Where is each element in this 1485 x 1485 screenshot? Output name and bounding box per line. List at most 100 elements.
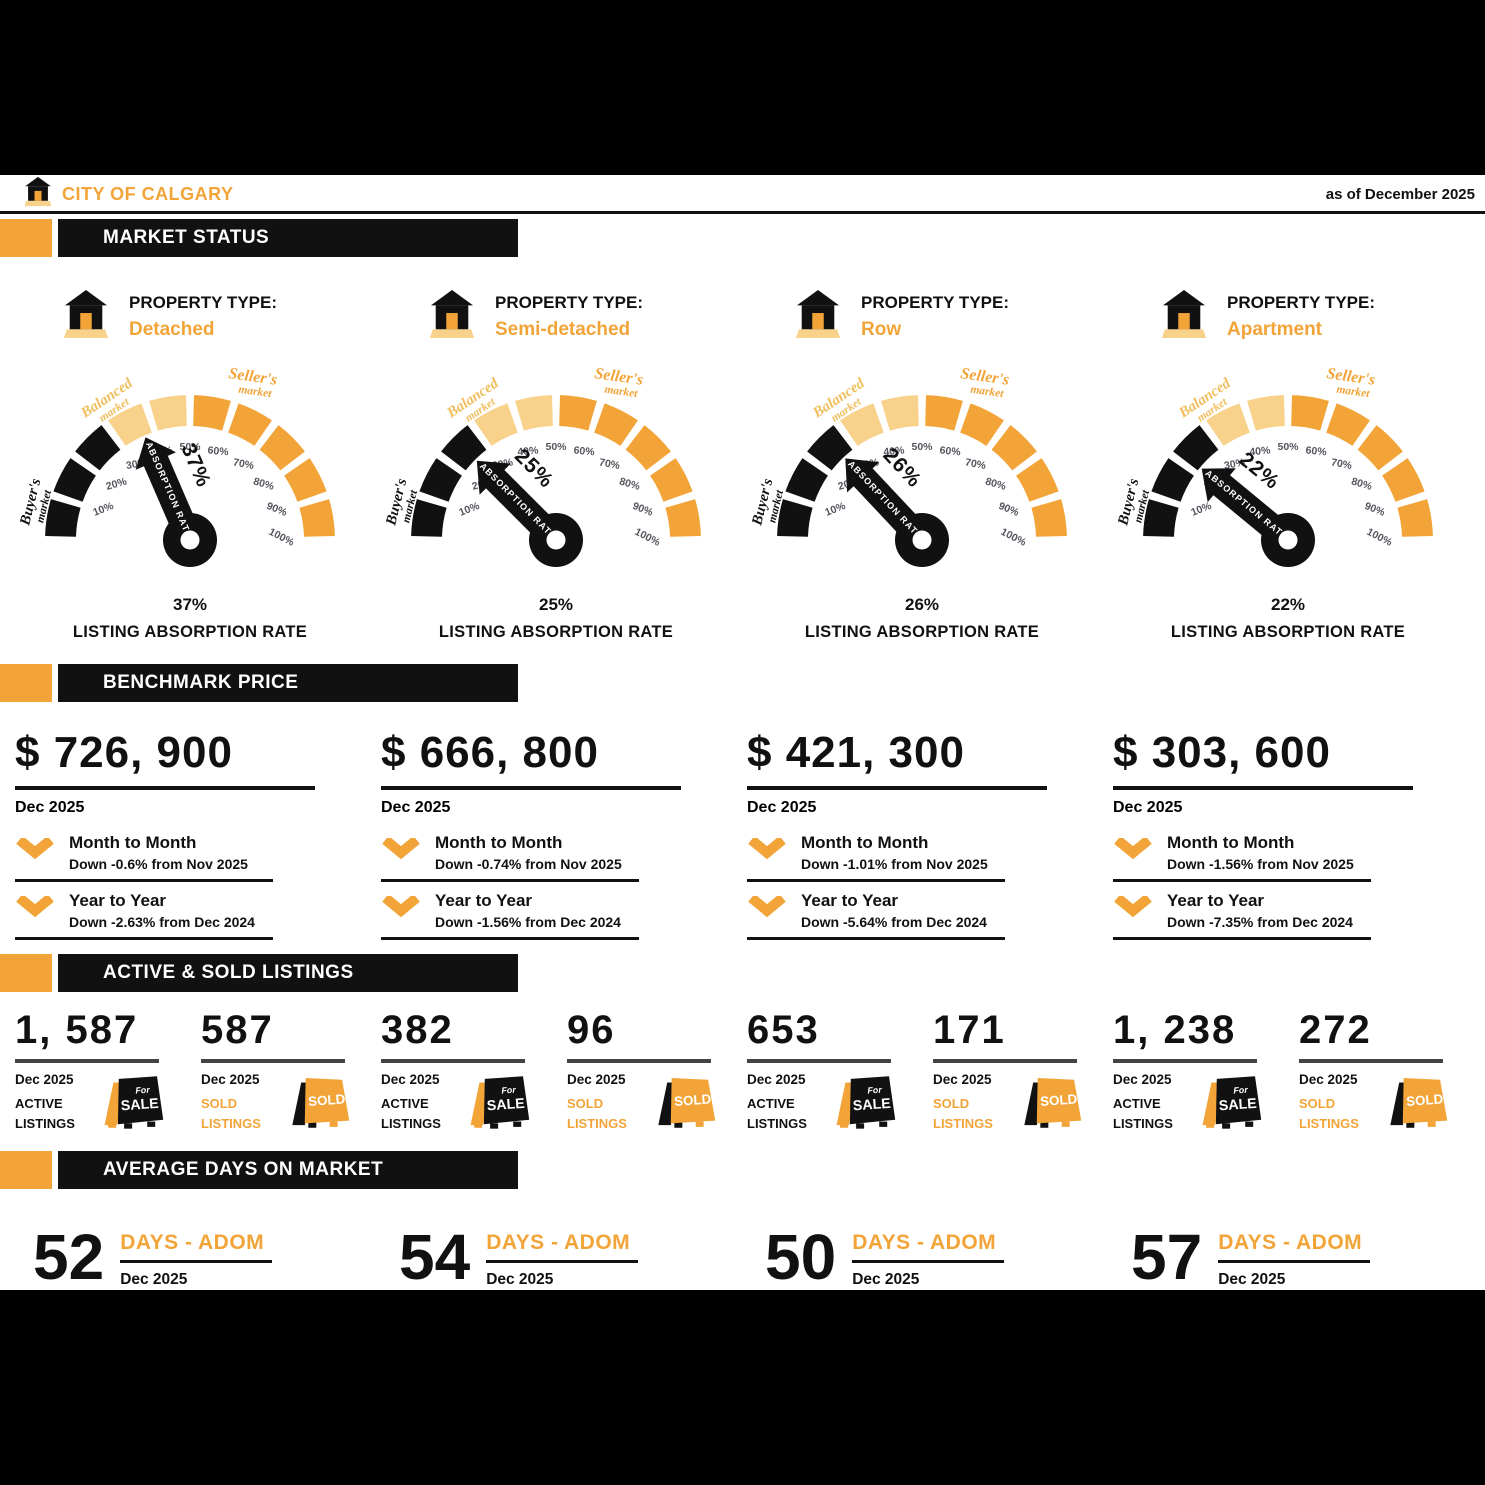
gauge-chart: 10%20%30%40%50%60%70%80%90%100%Buyer'sma… [17,365,335,567]
adom-block: 57 DAYS - ADOM Dec 2025 [1113,1225,1479,1289]
absorption-rate-value: 25% [538,595,574,614]
property-type-label: PROPERTY TYPE: [495,293,643,312]
brand-header: CITY OF CALGARY as of December 2025 [0,175,1485,211]
active-listings-block: 382 Dec 2025 ACTIVE LISTINGS [381,1008,541,1137]
divider [15,786,315,790]
adom-block: 54 DAYS - ADOM Dec 2025 [381,1225,747,1289]
svg-text:SOLD: SOLD [308,1091,346,1109]
gauge-band-segment [881,395,919,431]
divider [747,937,1005,940]
absorption-rate-value: 22% [1270,595,1306,614]
down-chevron-icon [1113,835,1153,865]
gauge-tick-label: 20% [105,475,129,493]
divider [1299,1059,1443,1063]
property-type-label: PROPERTY TYPE: [861,293,1009,312]
down-chevron-icon [15,893,55,923]
listings-block: 1, 238 Dec 2025 ACTIVE LISTINGS [1113,1008,1479,1137]
property-column: PROPERTY TYPE: Apartment 10%20%30%40%50%… [1113,289,1479,642]
gauge-caption: 22% LISTING ABSORPTION RATE [1113,595,1463,642]
svg-text:For: For [1233,1085,1249,1096]
accent-square [0,954,52,992]
year-to-year-row: Year to Year Down -5.64% from Dec 2024 [747,891,1113,930]
gauge-band-segment [53,458,96,502]
month-to-month-detail: Down -1.01% from Nov 2025 [801,856,988,872]
divider [15,879,273,882]
gauge-band-segment [75,425,121,471]
price-date: Dec 2025 [15,799,85,816]
gauge-band-segment [991,425,1037,471]
gauge-tick-label: 40% [1249,444,1272,458]
active-listings-label: ACTIVE [381,1096,429,1111]
sold-listings-block: 96 Dec 2025 SOLD LISTINGS SO [567,1008,727,1137]
section-header-active-sold: ACTIVE & SOLD LISTINGS [0,954,1485,992]
down-chevron-icon [747,893,787,923]
month-to-month-row: Month to Month Down -0.74% from Nov 2025 [381,833,747,872]
month-to-month-title: Month to Month [801,833,929,852]
adom-row: 52 DAYS - ADOM Dec 2025 54 DAYS - ADOM D… [0,1225,1485,1289]
property-type-header: PROPERTY TYPE: Row [795,289,1113,344]
price-date: Dec 2025 [1113,799,1183,816]
down-chevron-icon [381,835,421,865]
gauge-tick-label: 30% [1223,456,1247,472]
divider [381,1059,525,1063]
for-sale-sign-icon: For SALE [467,1072,531,1137]
active-listings-count: 1, 587 [15,1008,139,1052]
sold-listings-label: SOLD [1299,1096,1336,1111]
gauge-band-segment [650,458,693,502]
gauge-band-segment [625,425,671,471]
divider [15,1059,159,1063]
gauge-tick-label: 40% [883,444,906,458]
year-to-year-row: Year to Year Down -2.63% from Dec 2024 [15,891,381,930]
absorption-gauge: 10%20%30%40%50%60%70%80%90%100%Buyer'sma… [1113,348,1479,589]
adom-block: 50 DAYS - ADOM Dec 2025 [747,1225,1113,1289]
section-title: BENCHMARK PRICE [58,664,518,702]
sold-listings-count: 96 [567,1008,616,1052]
sold-sign-icon: SOLD [653,1072,717,1137]
benchmark-price-row: $ 726, 900 Dec 2025 Month to Month Down … [0,702,1485,949]
gauge-band-segment [785,458,828,502]
active-listings-date: Dec 2025 [1113,1072,1172,1087]
gauge-band-segment [1247,395,1285,431]
adom-label: DAYS - ADOM [852,1231,997,1254]
sold-listings-label2: LISTINGS [933,1115,993,1131]
month-to-month-detail: Down -0.6% from Nov 2025 [69,856,248,872]
section-header-market-status: MARKET STATUS [0,219,1485,257]
divider [1218,1260,1371,1263]
sold-listings-date: Dec 2025 [933,1072,992,1087]
accent-square [0,664,52,702]
gauge-band-segment [1397,499,1433,537]
active-listings-date: Dec 2025 [381,1072,440,1087]
active-listings-label2: LISTINGS [381,1115,441,1131]
gauge-band-label: Seller'smarket [958,365,1010,401]
sold-sign-icon: SOLD [1385,1072,1449,1137]
gauge-band-segment [925,395,963,431]
gauge-band-label: Seller'smarket [226,365,278,401]
gauge-tick-label: 90% [997,500,1022,519]
brand-title: CITY OF CALGARY [62,183,234,204]
sold-listings-count: 587 [201,1008,274,1052]
active-listings-label: ACTIVE [747,1096,795,1111]
gauge-tick-label: 70% [232,456,256,472]
sold-listings-date: Dec 2025 [1299,1072,1358,1087]
property-column: PROPERTY TYPE: Semi-detached 10%20%30%40… [381,289,747,642]
active-listings-label: ACTIVE [15,1096,63,1111]
active-listings-label2: LISTINGS [1113,1115,1173,1131]
accent-square [0,1151,52,1189]
divider [381,786,681,790]
house-icon [795,289,841,344]
adom-date: Dec 2025 [852,1271,920,1288]
absorption-rate-caption: LISTING ABSORPTION RATE [72,623,308,641]
adom-label: DAYS - ADOM [120,1231,265,1254]
adom-date: Dec 2025 [1218,1271,1286,1288]
absorption-rate-caption: LISTING ABSORPTION RATE [438,623,674,641]
active-listings-date: Dec 2025 [747,1072,806,1087]
gauge-band-segment [1031,499,1067,537]
gauge-band-segment [1382,458,1425,502]
benchmark-price-value: $ 421, 300 [747,728,965,777]
accent-square [0,219,52,257]
gauge-tick-label: 80% [984,476,1008,494]
svg-text:SOLD: SOLD [1040,1091,1078,1109]
listings-block: 382 Dec 2025 ACTIVE LISTINGS [381,1008,747,1137]
gauge-band-segment [1206,403,1250,446]
benchmark-price-block: $ 421, 300 Dec 2025 Month to Month Down … [747,702,1113,949]
